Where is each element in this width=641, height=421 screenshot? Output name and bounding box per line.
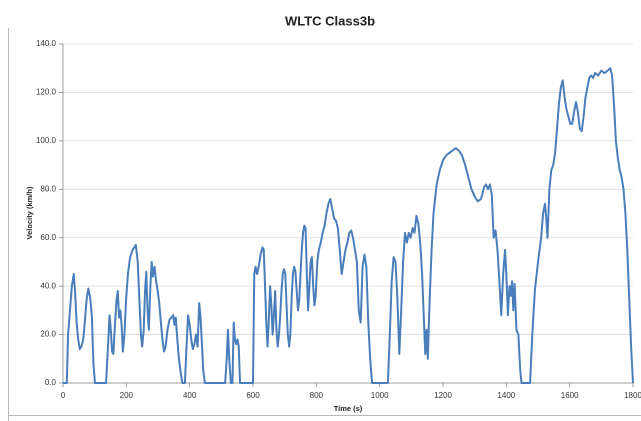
x-axis-title: Time (s) [334,404,363,413]
x-tick-label: 1600 [561,391,579,400]
x-tick-label: 200 [120,391,134,400]
x-tick-label: 1800 [624,391,641,400]
y-axis-title: Velocity (km/h) [25,186,34,239]
y-tick-label: 60.0 [40,233,56,242]
x-tick-label: 0 [61,391,66,400]
y-tick-label: 0.0 [45,378,57,387]
y-tick-label: 40.0 [40,281,56,290]
y-tick-label: 80.0 [40,184,56,193]
x-tick-label: 600 [246,391,260,400]
x-tick-label: 1400 [497,391,515,400]
x-tick-label: 1000 [371,391,389,400]
y-tick-label: 100.0 [36,136,57,145]
chart-title: WLTC Class3b [285,13,375,28]
y-tick-label: 120.0 [36,88,57,97]
y-tick-label: 140.0 [36,39,57,48]
y-tick-label: 20.0 [40,330,56,339]
x-tick-label: 1200 [434,391,452,400]
x-tick-label: 400 [183,391,197,400]
velocity-line [63,67,634,384]
x-tick-label: 800 [310,391,324,400]
